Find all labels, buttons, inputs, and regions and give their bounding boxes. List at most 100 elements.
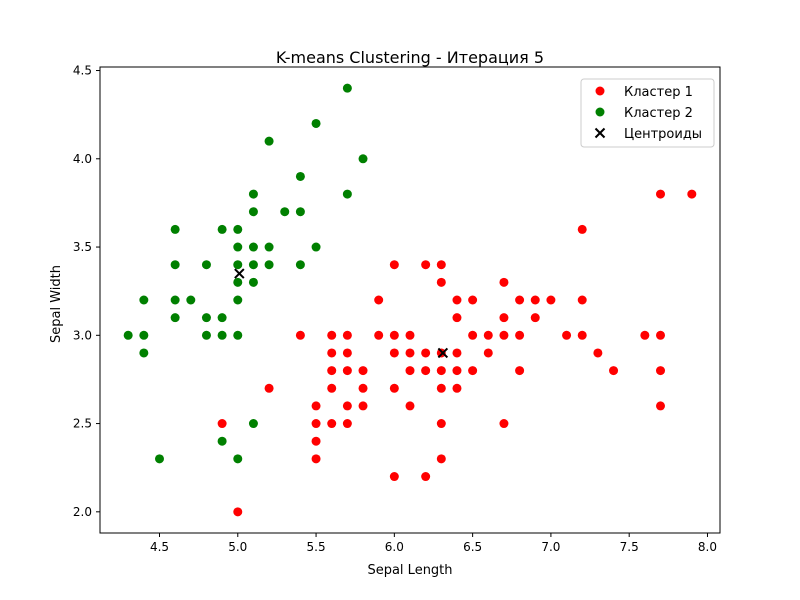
- cluster-1-point: [609, 366, 619, 376]
- cluster-1-point: [436, 277, 446, 287]
- cluster-1-point: [577, 330, 587, 340]
- cluster-2-point: [311, 242, 321, 252]
- cluster-1-point: [389, 348, 399, 358]
- cluster-1-point: [389, 472, 399, 482]
- cluster-1-point: [436, 454, 446, 464]
- cluster-2-point: [233, 260, 243, 270]
- cluster-1-point: [405, 348, 415, 358]
- cluster-2-point: [170, 260, 180, 270]
- cluster-1-point: [530, 313, 540, 323]
- cluster-1-point: [358, 383, 368, 393]
- cluster-2-point: [342, 189, 352, 199]
- cluster-2-point: [248, 277, 258, 287]
- legend-marker-cluster-2: [595, 107, 605, 117]
- cluster-1-point: [436, 260, 446, 270]
- cluster-1-point: [468, 366, 478, 376]
- cluster-2-point: [311, 118, 321, 128]
- cluster-2-point: [264, 136, 274, 146]
- cluster-1-point: [452, 348, 462, 358]
- cluster-2-point: [233, 224, 243, 234]
- x-tick-label: 6.0: [385, 540, 404, 554]
- cluster-1-point: [483, 330, 493, 340]
- cluster-1-point: [452, 383, 462, 393]
- legend-marker-centroids: [594, 127, 606, 139]
- cluster-1-point: [577, 295, 587, 305]
- cluster-1-point: [327, 419, 337, 429]
- cluster-2-point: [201, 260, 211, 270]
- cluster-1-point: [468, 295, 478, 305]
- cluster-2-point: [217, 330, 227, 340]
- x-axis-ticks: 4.5 5.0 5.5 6.0 6.5 7.0 7.5 8.0: [150, 533, 717, 554]
- cluster-1-point: [530, 295, 540, 305]
- cluster-1-point: [452, 295, 462, 305]
- cluster-2-point: [233, 277, 243, 287]
- cluster-1-point: [405, 366, 415, 376]
- cluster-2-point: [170, 295, 180, 305]
- cluster-1-point: [421, 348, 431, 358]
- cluster-1-point: [389, 383, 399, 393]
- cluster-1-point: [687, 189, 697, 199]
- cluster-1-point: [342, 401, 352, 411]
- cluster-2-point: [139, 330, 149, 340]
- cluster-1-point: [389, 260, 399, 270]
- legend-marker-cluster-1: [595, 86, 605, 96]
- cluster-2-point: [201, 330, 211, 340]
- y-tick-label: 3.5: [73, 240, 92, 254]
- cluster-1-point: [327, 366, 337, 376]
- cluster-2-point: [358, 154, 368, 164]
- cluster-2-point: [217, 224, 227, 234]
- x-tick-label: 5.5: [307, 540, 326, 554]
- centroid-marker: [234, 268, 245, 279]
- x-tick-label: 4.5: [150, 540, 169, 554]
- legend-box: [580, 78, 715, 148]
- cluster-2-point: [264, 260, 274, 270]
- cluster-1-point: [342, 366, 352, 376]
- cluster-1-point: [311, 401, 321, 411]
- cluster-1-point: [342, 330, 352, 340]
- y-tick-label: 4.0: [73, 152, 92, 166]
- legend-label-cluster-2: Кластер 2: [624, 106, 693, 121]
- cluster-1-point: [515, 295, 525, 305]
- cluster-1-point: [327, 348, 337, 358]
- cluster-1-point: [311, 454, 321, 464]
- cluster-2-point: [248, 207, 258, 217]
- cluster-1-point: [483, 348, 493, 358]
- cluster-1-point: [656, 401, 666, 411]
- cluster-1-point: [577, 224, 587, 234]
- plot-marks: [123, 83, 697, 517]
- cluster-2-point: [248, 419, 258, 429]
- cluster-1-point: [593, 348, 603, 358]
- cluster-1-point: [656, 330, 666, 340]
- cluster-1-point: [515, 366, 525, 376]
- legend-label-cluster-1: Кластер 1: [624, 85, 693, 100]
- cluster-2-point: [233, 295, 243, 305]
- cluster-2-point: [170, 313, 180, 323]
- x-axis-label: Sepal Length: [367, 563, 452, 578]
- cluster-1-point: [295, 330, 305, 340]
- y-tick-label: 2.0: [73, 505, 92, 519]
- cluster-2-point: [295, 260, 305, 270]
- y-axis-ticks: 2.0 2.5 3.0 3.5 4.0 4.5: [73, 64, 100, 519]
- cluster-1-point: [499, 419, 509, 429]
- cluster-1-point: [515, 330, 525, 340]
- cluster-1-point: [217, 419, 227, 429]
- cluster-1-point: [311, 419, 321, 429]
- cluster-1-point: [436, 348, 446, 358]
- cluster-1-point: [656, 366, 666, 376]
- cluster-2-point: [248, 260, 258, 270]
- cluster-1-point: [499, 313, 509, 323]
- centroid-marker: [437, 347, 449, 359]
- cluster-1-point: [358, 401, 368, 411]
- y-tick-label: 2.5: [73, 417, 92, 431]
- cluster-1-point: [327, 383, 337, 393]
- cluster-2-point: [233, 330, 243, 340]
- cluster-2-point: [342, 83, 352, 93]
- cluster-2-point: [264, 242, 274, 252]
- legend-label-centroids: Центроиды: [624, 127, 702, 142]
- cluster-2-point: [248, 242, 258, 252]
- cluster-1-point: [358, 366, 368, 376]
- x-tick-label: 6.5: [463, 540, 482, 554]
- cluster-1-point: [656, 189, 666, 199]
- cluster-1-point: [499, 330, 509, 340]
- cluster-1-point: [421, 260, 431, 270]
